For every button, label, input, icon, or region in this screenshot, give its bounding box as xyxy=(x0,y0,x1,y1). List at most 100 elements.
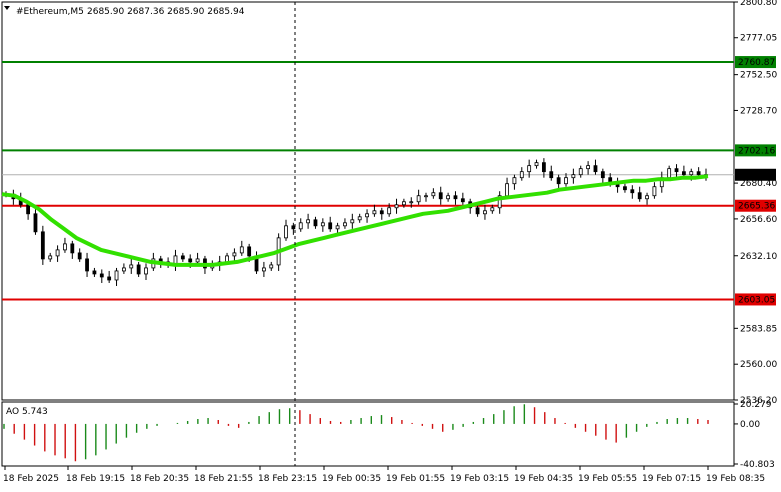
time-tick-label: 18 Feb 21:55 xyxy=(194,474,253,484)
candle-body xyxy=(284,225,288,239)
candle-body xyxy=(188,258,193,263)
candle-body xyxy=(446,195,451,200)
candle-body xyxy=(623,186,627,191)
ao-tick-label: 20.279 xyxy=(740,400,772,410)
candle-body xyxy=(453,195,458,200)
ao-pane-border xyxy=(1,401,735,467)
candle-body xyxy=(460,198,465,203)
candle-body xyxy=(689,171,694,176)
candle-body xyxy=(394,204,399,209)
candle-body xyxy=(92,270,97,275)
candle-body xyxy=(379,210,384,215)
candle-body xyxy=(571,174,576,179)
candle-body xyxy=(99,273,104,278)
candle-body xyxy=(85,258,89,272)
candle-body xyxy=(497,195,502,209)
candle-body xyxy=(350,219,355,224)
price-tick-label: 2656.60 xyxy=(740,215,777,225)
time-tick-label: 19 Feb 00:35 xyxy=(322,474,381,484)
time-tick-label: 19 Feb 08:35 xyxy=(706,474,765,484)
ao-label: AO 5.743 xyxy=(6,407,48,417)
price-tick-label: 2536.20 xyxy=(740,396,777,406)
time-tick-label: 19 Feb 07:15 xyxy=(642,474,701,484)
candle-body xyxy=(261,267,266,272)
price-tick-label: 2680.40 xyxy=(740,179,777,189)
candle-body xyxy=(55,249,60,257)
ao-axis: 20.279 0.00 -40.803 xyxy=(734,400,775,470)
candle-body xyxy=(232,252,237,257)
price-tick-label: 2632.10 xyxy=(740,252,777,262)
candle-body xyxy=(541,162,546,173)
candle-body xyxy=(291,225,296,230)
candle-body xyxy=(593,165,598,173)
chart-header-ohlc: 2685.90 2687.36 2685.90 2685.94 xyxy=(87,7,245,17)
price-levels: 2760.87 2702.16 2665.36 2603.05 2685.94 xyxy=(2,56,776,306)
candle-body xyxy=(645,195,649,200)
ao-histogram xyxy=(3,404,709,462)
candle-body xyxy=(630,189,635,194)
ao-tick-label: 0.00 xyxy=(740,420,760,430)
price-tick-label: 2800.80 xyxy=(740,0,777,8)
candle-body xyxy=(424,195,428,198)
candle-body xyxy=(298,222,303,230)
candle-body xyxy=(180,255,185,260)
candle-body xyxy=(416,195,421,203)
price-level-tag xyxy=(735,199,776,212)
candle-body xyxy=(365,213,369,218)
candle-body xyxy=(475,207,480,215)
candle-body xyxy=(586,165,591,170)
candle-body xyxy=(107,276,112,281)
price-level-tag-label: 2702.16 xyxy=(738,146,775,156)
candle-body xyxy=(247,246,252,257)
candle-body xyxy=(306,219,311,224)
price-level-tag-label: 2665.36 xyxy=(738,202,775,212)
candle-body xyxy=(26,204,31,215)
candle-body xyxy=(269,264,274,269)
candle-body xyxy=(674,168,679,173)
price-tick-label: 2583.85 xyxy=(740,324,777,334)
price-axis: 2800.80 2777.05 2752.50 2728.70 2680.40 2656.… xyxy=(734,0,777,406)
candle-body xyxy=(512,177,517,185)
time-tick-label: 18 Feb 2025 xyxy=(3,474,59,484)
time-tick-label: 18 Feb 19:15 xyxy=(66,474,125,484)
candle-body xyxy=(63,243,67,251)
candle-body xyxy=(335,225,340,230)
candle-body xyxy=(401,201,406,206)
price-level-tag-label: 2760.87 xyxy=(738,58,775,68)
candle-body xyxy=(556,177,561,185)
ao-tick-label: -40.803 xyxy=(740,460,775,470)
candle-body xyxy=(33,213,38,233)
candle-body xyxy=(328,222,333,230)
price-level-tag xyxy=(735,56,776,69)
last-price-tag xyxy=(735,168,776,181)
candle-body xyxy=(431,192,436,197)
ma-line xyxy=(1,174,709,267)
price-level-tag xyxy=(735,293,776,306)
moving-average xyxy=(1,174,709,267)
candle-body xyxy=(696,171,701,176)
time-tick-label: 19 Feb 03:15 xyxy=(450,474,509,484)
candle-body xyxy=(40,231,45,260)
candle-body xyxy=(409,201,414,204)
candle-body xyxy=(320,222,325,227)
candle-body xyxy=(505,183,509,197)
candle-body xyxy=(195,258,200,263)
candle-body xyxy=(519,171,524,179)
candle-body xyxy=(70,243,75,254)
candle-body xyxy=(527,165,532,173)
price-level-tag xyxy=(735,144,776,157)
candle-body xyxy=(144,267,148,275)
chart-header-symbol: #Ethereum,M5 xyxy=(16,7,84,17)
candle-body xyxy=(357,216,362,221)
candle-body xyxy=(652,186,657,197)
candle-body xyxy=(129,264,134,269)
candle-body xyxy=(136,264,141,275)
candle-body xyxy=(483,210,487,215)
candle-body xyxy=(438,192,443,200)
main-pane-border xyxy=(1,1,735,401)
candle-body xyxy=(549,171,554,179)
header-dropdown-icon xyxy=(4,6,10,10)
candle-body xyxy=(239,246,244,254)
